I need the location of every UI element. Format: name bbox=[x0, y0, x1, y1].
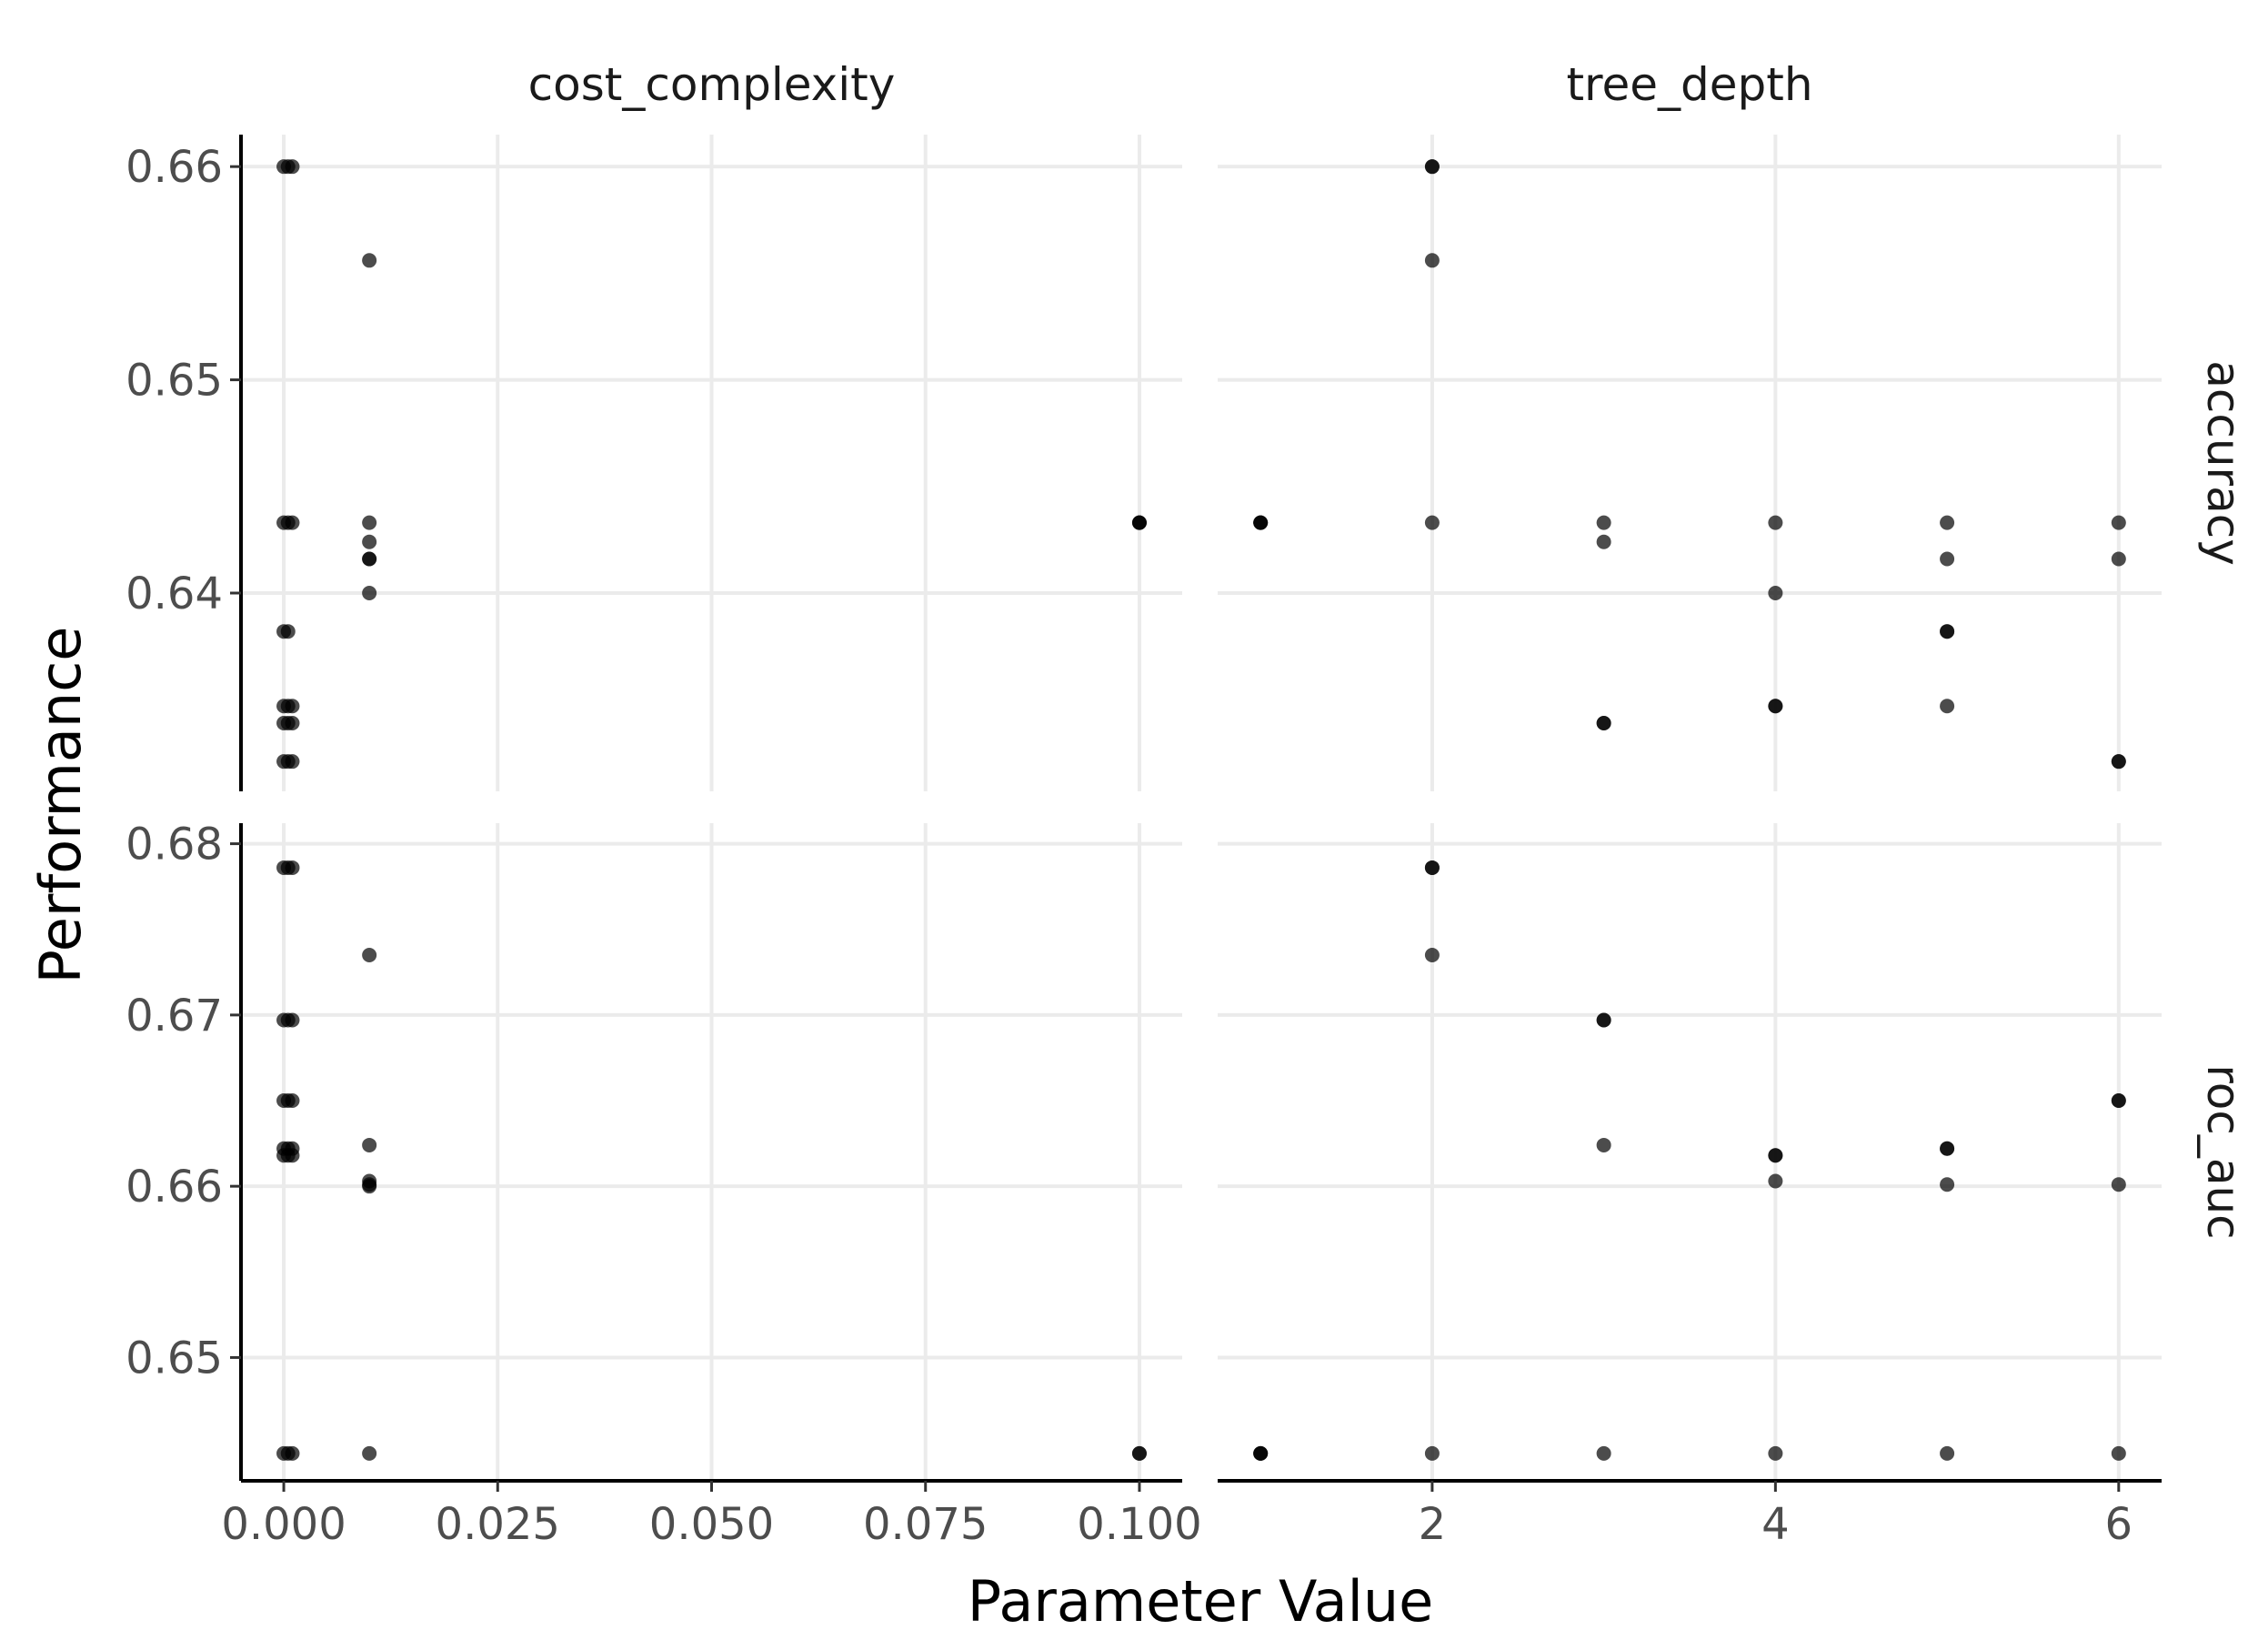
y-axis-title: Performance bbox=[27, 627, 94, 984]
point-tree_depth-roc_auc-6 bbox=[1424, 1445, 1440, 1461]
x-tick-label-cost_complexity-0.025: 0.025 bbox=[436, 1499, 560, 1550]
point-tree_depth-roc_auc-9 bbox=[1596, 1137, 1611, 1152]
point-cost_complexity-roc_auc-15 bbox=[285, 1148, 300, 1163]
point-tree_depth-accuracy-11 bbox=[1768, 515, 1783, 530]
point-cost_complexity-accuracy-8 bbox=[362, 534, 377, 549]
point-tree_depth-roc_auc-17 bbox=[1940, 1177, 1955, 1192]
point-tree_depth-accuracy-12 bbox=[1768, 585, 1783, 600]
point-tree_depth-accuracy-4 bbox=[1424, 159, 1440, 175]
x-tick-label-cost_complexity-0.075: 0.075 bbox=[863, 1499, 988, 1550]
y-tick-label-accuracy-0.64: 0.64 bbox=[125, 568, 223, 619]
point-cost_complexity-roc_auc-23 bbox=[362, 1445, 377, 1461]
point-tree_depth-accuracy-7 bbox=[1596, 515, 1611, 530]
row-strip-accuracy: accuracy bbox=[2197, 360, 2250, 566]
point-tree_depth-roc_auc-10 bbox=[1596, 1445, 1611, 1461]
y-tick-label-roc_auc-0.65: 0.65 bbox=[125, 1333, 223, 1383]
point-tree_depth-accuracy-2 bbox=[1253, 515, 1269, 530]
column-strip-cost_complexity: cost_complexity bbox=[528, 58, 896, 111]
point-cost_complexity-accuracy-10 bbox=[362, 551, 377, 567]
y-tick-label-roc_auc-0.66: 0.66 bbox=[125, 1162, 223, 1212]
point-cost_complexity-roc_auc-2 bbox=[285, 860, 300, 875]
point-tree_depth-accuracy-10 bbox=[1596, 715, 1611, 730]
point-tree_depth-accuracy-5 bbox=[1424, 253, 1440, 268]
point-cost_complexity-roc_auc-3 bbox=[362, 947, 377, 962]
point-cost_complexity-accuracy-22 bbox=[285, 715, 300, 730]
point-cost_complexity-accuracy-13 bbox=[1131, 515, 1147, 530]
point-cost_complexity-roc_auc-25 bbox=[1131, 1445, 1147, 1461]
point-tree_depth-roc_auc-22 bbox=[2111, 1445, 2126, 1461]
point-tree_depth-roc_auc-18 bbox=[1940, 1445, 1955, 1461]
point-tree_depth-roc_auc-4 bbox=[1424, 860, 1440, 875]
x-tick-label-tree_depth-2: 2 bbox=[1419, 1499, 1447, 1550]
point-cost_complexity-roc_auc-22 bbox=[285, 1445, 300, 1461]
point-tree_depth-accuracy-6 bbox=[1424, 515, 1440, 530]
y-tick-label-roc_auc-0.67: 0.67 bbox=[125, 991, 223, 1041]
point-cost_complexity-accuracy-14 bbox=[362, 585, 377, 600]
point-cost_complexity-accuracy-16 bbox=[280, 624, 296, 639]
point-tree_depth-roc_auc-20 bbox=[2111, 1093, 2126, 1109]
point-tree_depth-accuracy-20 bbox=[2111, 515, 2126, 530]
y-tick-label-roc_auc-0.68: 0.68 bbox=[125, 820, 223, 870]
point-tree_depth-roc_auc-8 bbox=[1596, 1012, 1611, 1028]
point-tree_depth-accuracy-8 bbox=[1596, 534, 1611, 549]
column-strip-tree_depth: tree_depth bbox=[1566, 58, 1812, 111]
point-cost_complexity-roc_auc-6 bbox=[285, 1012, 300, 1028]
point-cost_complexity-roc_auc-16 bbox=[362, 1137, 377, 1152]
point-cost_complexity-accuracy-25 bbox=[285, 754, 300, 770]
x-tick-label-cost_complexity-0.100: 0.100 bbox=[1077, 1499, 1201, 1550]
x-axis-title: Parameter Value bbox=[968, 1568, 1434, 1635]
point-cost_complexity-accuracy-2 bbox=[285, 159, 300, 175]
point-tree_depth-accuracy-15 bbox=[1940, 515, 1955, 530]
point-cost_complexity-accuracy-6 bbox=[285, 515, 300, 530]
point-cost_complexity-accuracy-3 bbox=[362, 253, 377, 268]
point-tree_depth-roc_auc-2 bbox=[1253, 1445, 1269, 1461]
x-tick-label-tree_depth-4: 4 bbox=[1761, 1499, 1790, 1550]
point-cost_complexity-roc_auc-9 bbox=[285, 1093, 300, 1109]
point-cost_complexity-roc_auc-19 bbox=[362, 1179, 377, 1194]
point-tree_depth-roc_auc-16 bbox=[1940, 1141, 1955, 1156]
point-tree_depth-roc_auc-5 bbox=[1424, 947, 1440, 962]
point-tree_depth-accuracy-19 bbox=[1940, 699, 1955, 714]
y-tick-label-accuracy-0.65: 0.65 bbox=[125, 356, 223, 407]
row-strip-roc_auc: roc_auc bbox=[2197, 1064, 2250, 1239]
point-cost_complexity-accuracy-7 bbox=[362, 515, 377, 530]
y-tick-label-accuracy-0.66: 0.66 bbox=[125, 142, 223, 193]
point-tree_depth-roc_auc-21 bbox=[2111, 1177, 2126, 1192]
point-tree_depth-roc_auc-14 bbox=[1768, 1445, 1783, 1461]
point-tree_depth-accuracy-14 bbox=[1768, 699, 1783, 714]
point-tree_depth-accuracy-18 bbox=[1940, 624, 1955, 639]
point-tree_depth-accuracy-23 bbox=[2111, 754, 2126, 770]
x-tick-label-cost_complexity-0.000: 0.000 bbox=[221, 1499, 346, 1550]
point-tree_depth-accuracy-21 bbox=[2111, 551, 2126, 567]
point-tree_depth-roc_auc-12 bbox=[1768, 1148, 1783, 1163]
point-cost_complexity-accuracy-19 bbox=[285, 699, 300, 714]
panels-layer: 0.64 0.65 0.66 accuracy 0.65 0.66 0.67 0.68 roc_… bbox=[125, 58, 2250, 1550]
point-tree_depth-roc_auc-13 bbox=[1768, 1173, 1783, 1189]
x-tick-label-cost_complexity-0.050: 0.050 bbox=[649, 1499, 774, 1550]
point-tree_depth-accuracy-16 bbox=[1940, 551, 1955, 567]
x-tick-label-tree_depth-6: 6 bbox=[2105, 1499, 2133, 1550]
